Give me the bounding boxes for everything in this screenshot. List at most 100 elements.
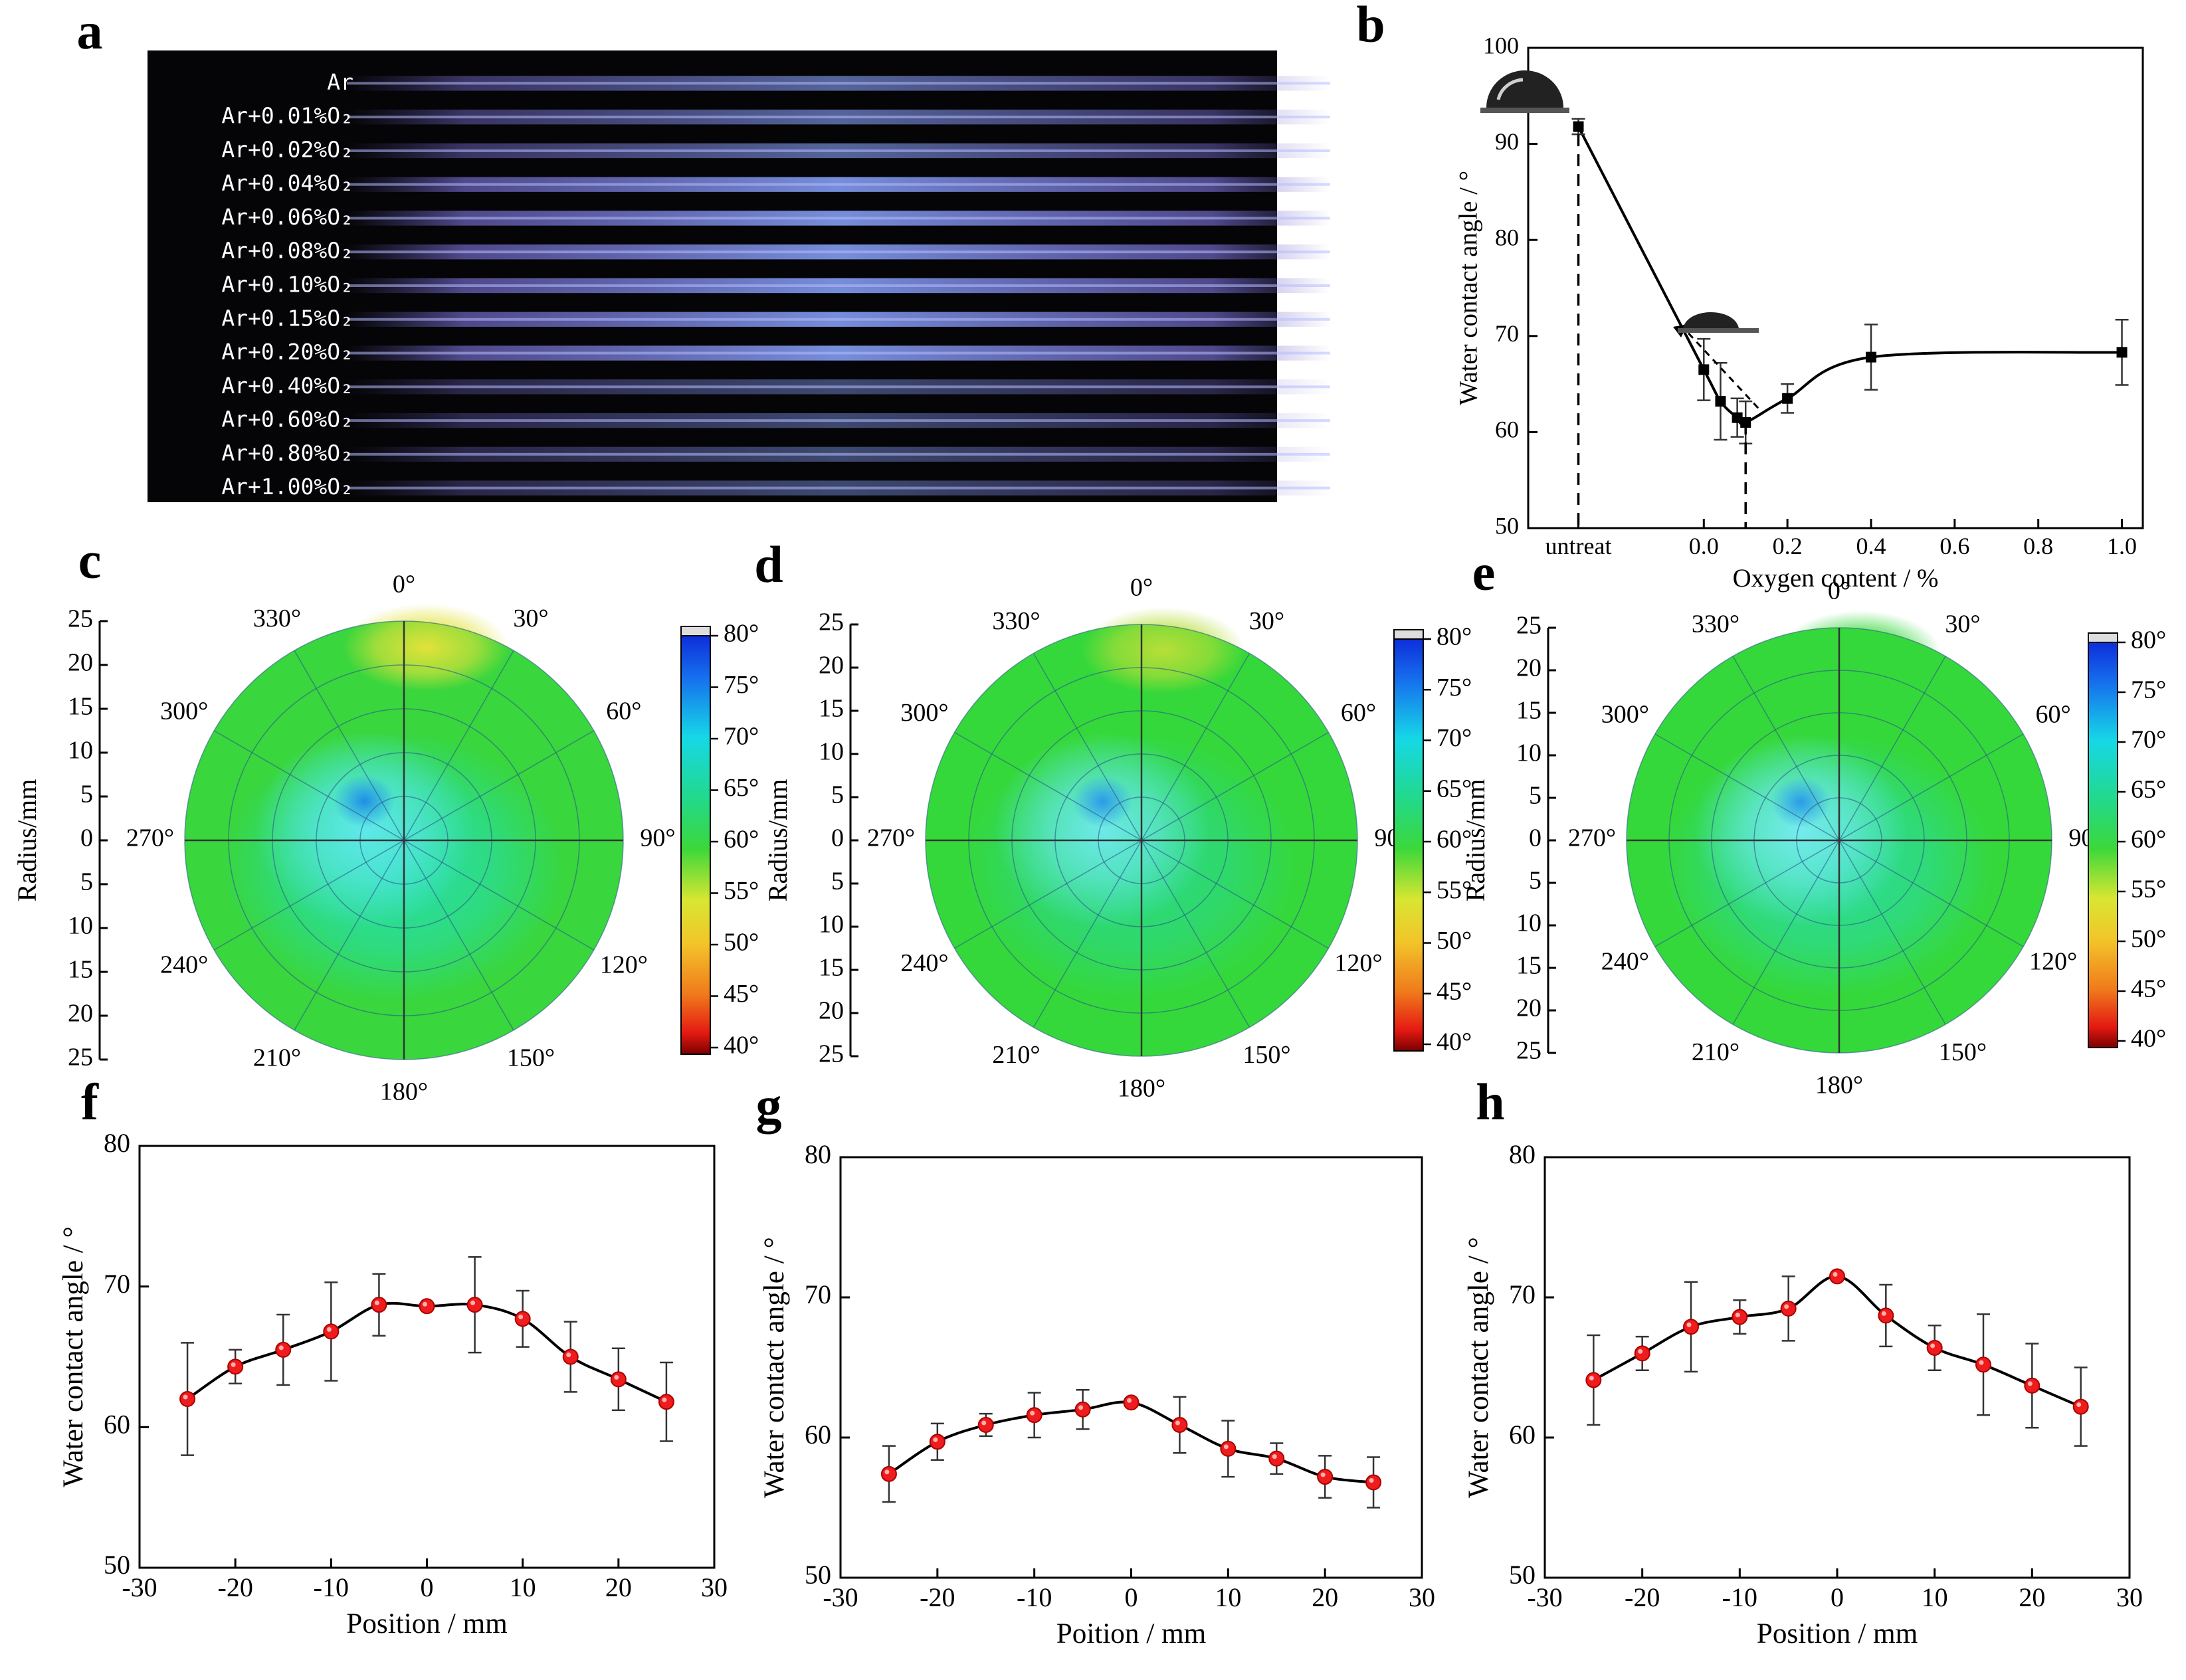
- radius-tick-label: 15: [68, 956, 93, 984]
- radius-tick-label: 10: [1516, 739, 1541, 767]
- x-tick-label: -20: [1625, 1582, 1660, 1612]
- panel-c-polar-map: 0° 30° 60° 90° 120° 150° 180° 210° 240° 270° 300° 3…: [12, 571, 759, 1106]
- colorbar-tick-label: 65°: [724, 774, 759, 802]
- angle-label: 0°: [1130, 574, 1153, 602]
- angle-label: 30°: [513, 605, 548, 632]
- radius-tick-label: 20: [1516, 654, 1541, 682]
- plasma-core: [347, 419, 1330, 422]
- colorbar-tick-label: 45°: [2131, 975, 2166, 1003]
- data-point: [880, 1465, 897, 1482]
- data-point: [466, 1297, 483, 1313]
- data-point: [2116, 347, 2128, 358]
- y-tick-label: 80: [1495, 224, 1519, 250]
- data-point-highlight: [1223, 1444, 1229, 1449]
- panel-b-chart: 50 60 70 80 90 100 untreat 0.0 0.2 0.4 0.6 0.8 1.0 Ox…: [1454, 32, 2144, 593]
- y-axis-title: Water contact angle / °: [1454, 171, 1483, 405]
- radius-tick-label: 10: [819, 911, 844, 939]
- radius-tick-label: 5: [1529, 867, 1541, 895]
- angle-label: 270°: [126, 824, 174, 852]
- x-tick-label: -30: [1527, 1582, 1562, 1612]
- data-point: [1074, 1401, 1091, 1418]
- plasma-core: [347, 217, 1330, 220]
- data-point: [1975, 1356, 1991, 1373]
- x-tick-label: -30: [122, 1572, 157, 1602]
- y-tick-label: 80: [1509, 1139, 1536, 1169]
- plasma-row-label: Ar+0.80%O₂: [221, 440, 353, 466]
- plasma-row-label: Ar+0.15%O₂: [221, 305, 353, 331]
- colorbar-tick-label: 70°: [2131, 726, 2166, 754]
- data-point-highlight: [1589, 1375, 1594, 1380]
- radius-tick-label: 15: [1516, 952, 1541, 980]
- plot-frame: [138, 1145, 716, 1569]
- y-tick-label: 90: [1495, 128, 1519, 155]
- x-tick-label: 30: [1409, 1582, 1435, 1612]
- data-point: [1171, 1417, 1188, 1434]
- data-point-highlight: [1930, 1343, 1936, 1349]
- panel-label-h: h: [1476, 1073, 1504, 1131]
- angle-label: 330°: [253, 605, 301, 632]
- data-point-highlight: [374, 1300, 379, 1305]
- plot-frame: [839, 1156, 1423, 1579]
- x-tick-label: 0.8: [2023, 533, 2053, 559]
- colorbar-tick-label: 70°: [1437, 724, 1472, 752]
- data-point-highlight: [1320, 1472, 1326, 1477]
- data-point: [1268, 1450, 1285, 1467]
- radius-tick-label: 10: [68, 912, 93, 940]
- data-point: [2072, 1398, 2089, 1415]
- x-tick-label: 10: [1922, 1582, 1948, 1612]
- x-tick-label: 0: [421, 1572, 434, 1602]
- radius-tick-label: 20: [68, 649, 93, 677]
- radius-tick-label: 5: [1529, 782, 1541, 810]
- plot-frame: [1543, 1156, 2131, 1579]
- panel-f-chart: 50 60 70 80 -30 -20 -10 0 10 20 30 Position / mm Wat…: [58, 1128, 728, 1639]
- y-tick-label: 100: [1483, 32, 1519, 58]
- data-point-highlight: [183, 1394, 188, 1400]
- y-tick-label: 50: [1495, 512, 1519, 539]
- data-point-highlight: [884, 1469, 890, 1475]
- x-tick-label: -10: [1722, 1582, 1757, 1612]
- panel-h-chart: 50 60 70 80 -30 -20 -10 0 10 20 30 Position / mm Wat…: [1463, 1139, 2143, 1649]
- colorbar-tick-label: 65°: [2131, 776, 2166, 804]
- angle-label: 150°: [1939, 1038, 1987, 1066]
- plasma-core: [347, 284, 1330, 287]
- data-point-highlight: [1272, 1454, 1277, 1459]
- map-cold-spot: [1771, 777, 1831, 828]
- colorbar-tick-label: 60°: [724, 826, 759, 854]
- colorbar-tick-label: 80°: [2131, 626, 2166, 654]
- data-point-highlight: [1078, 1405, 1084, 1410]
- angle-label: 30°: [1945, 610, 1980, 638]
- data-point-highlight: [423, 1301, 427, 1307]
- colorbar-tick-label: 80°: [724, 620, 759, 648]
- plasma-core: [347, 149, 1330, 152]
- data-point: [1365, 1474, 1382, 1491]
- data-point-highlight: [1735, 1313, 1740, 1318]
- y-tick-label: 60: [1509, 1420, 1536, 1449]
- x-axis-title: Oxygen content / %: [1733, 564, 1939, 593]
- angle-label: 180°: [1815, 1072, 1863, 1099]
- data-point-highlight: [1369, 1478, 1374, 1483]
- data-point-highlight: [1175, 1420, 1180, 1426]
- x-tick-label: -20: [218, 1572, 253, 1602]
- droplet-untreated-icon: [1480, 70, 1569, 113]
- radius-axis-title: Radius/mm: [12, 779, 42, 901]
- radius-tick-label: 15: [1516, 697, 1541, 725]
- data-point: [1865, 351, 1876, 363]
- angle-label: 60°: [606, 698, 641, 725]
- data-point: [1732, 1309, 1748, 1325]
- series-line: [186, 1301, 667, 1404]
- data-point-highlight: [1881, 1311, 1886, 1316]
- panel-g-chart: 50 60 70 80 -30 -20 -10 0 10 20 30 Poition / mm Wate…: [759, 1139, 1435, 1649]
- radius-tick-label: 15: [819, 695, 844, 723]
- panel-label-e: e: [1472, 543, 1496, 601]
- colorbar-tick-label: 50°: [724, 929, 759, 957]
- data-point-highlight: [2027, 1381, 2033, 1386]
- data-point: [1878, 1307, 1894, 1324]
- x-tick-label: 20: [605, 1572, 632, 1602]
- colorbar-tick-label: 50°: [2131, 925, 2166, 953]
- colorbar: [2088, 632, 2118, 1048]
- radius-axis-title: Radius/mm: [763, 779, 793, 901]
- data-point: [562, 1349, 579, 1365]
- panel-label-b: b: [1356, 0, 1385, 53]
- data-point: [1573, 121, 1584, 132]
- colorbar-tick-label: 40°: [724, 1032, 759, 1060]
